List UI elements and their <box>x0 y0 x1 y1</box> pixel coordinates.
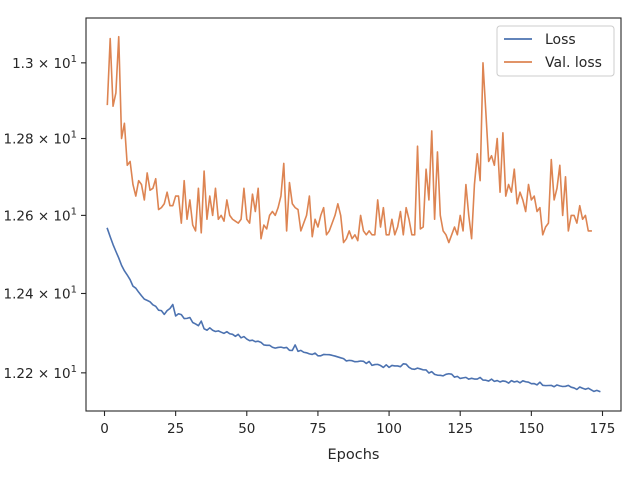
x-axis: 0 25 50 75 100 125 150 175 <box>100 411 615 437</box>
series-line-val-loss <box>106 35 592 244</box>
y-tick-label: 1.26 × 101 <box>3 206 77 224</box>
y-tick-label: 1.3 × 101 <box>12 54 77 72</box>
x-tick-label: 125 <box>447 421 473 437</box>
x-tick-label: 175 <box>590 421 616 437</box>
plot-frame <box>85 17 622 412</box>
series-lines <box>106 35 601 393</box>
y-axis: 1.22 × 101 1.24 × 101 1.26 × 101 1.28 × 101… <box>3 54 86 382</box>
legend-label-val-loss: Val. loss <box>545 55 602 71</box>
y-tick-label: 1.24 × 101 <box>3 284 77 302</box>
x-tick-label: 0 <box>100 421 109 437</box>
x-tick-label: 100 <box>376 421 402 437</box>
x-axis-label: Epochs <box>328 447 380 463</box>
x-tick-label: 75 <box>309 421 326 437</box>
x-tick-label: 150 <box>518 421 544 437</box>
series-line-loss <box>106 227 601 393</box>
legend: Loss Val. loss <box>496 25 615 77</box>
x-tick-label: 50 <box>238 421 255 437</box>
legend-label-loss: Loss <box>545 32 576 48</box>
y-tick-label: 1.22 × 101 <box>3 364 77 382</box>
y-tick-label: 1.28 × 101 <box>3 130 77 148</box>
x-tick-label: 25 <box>167 421 184 437</box>
